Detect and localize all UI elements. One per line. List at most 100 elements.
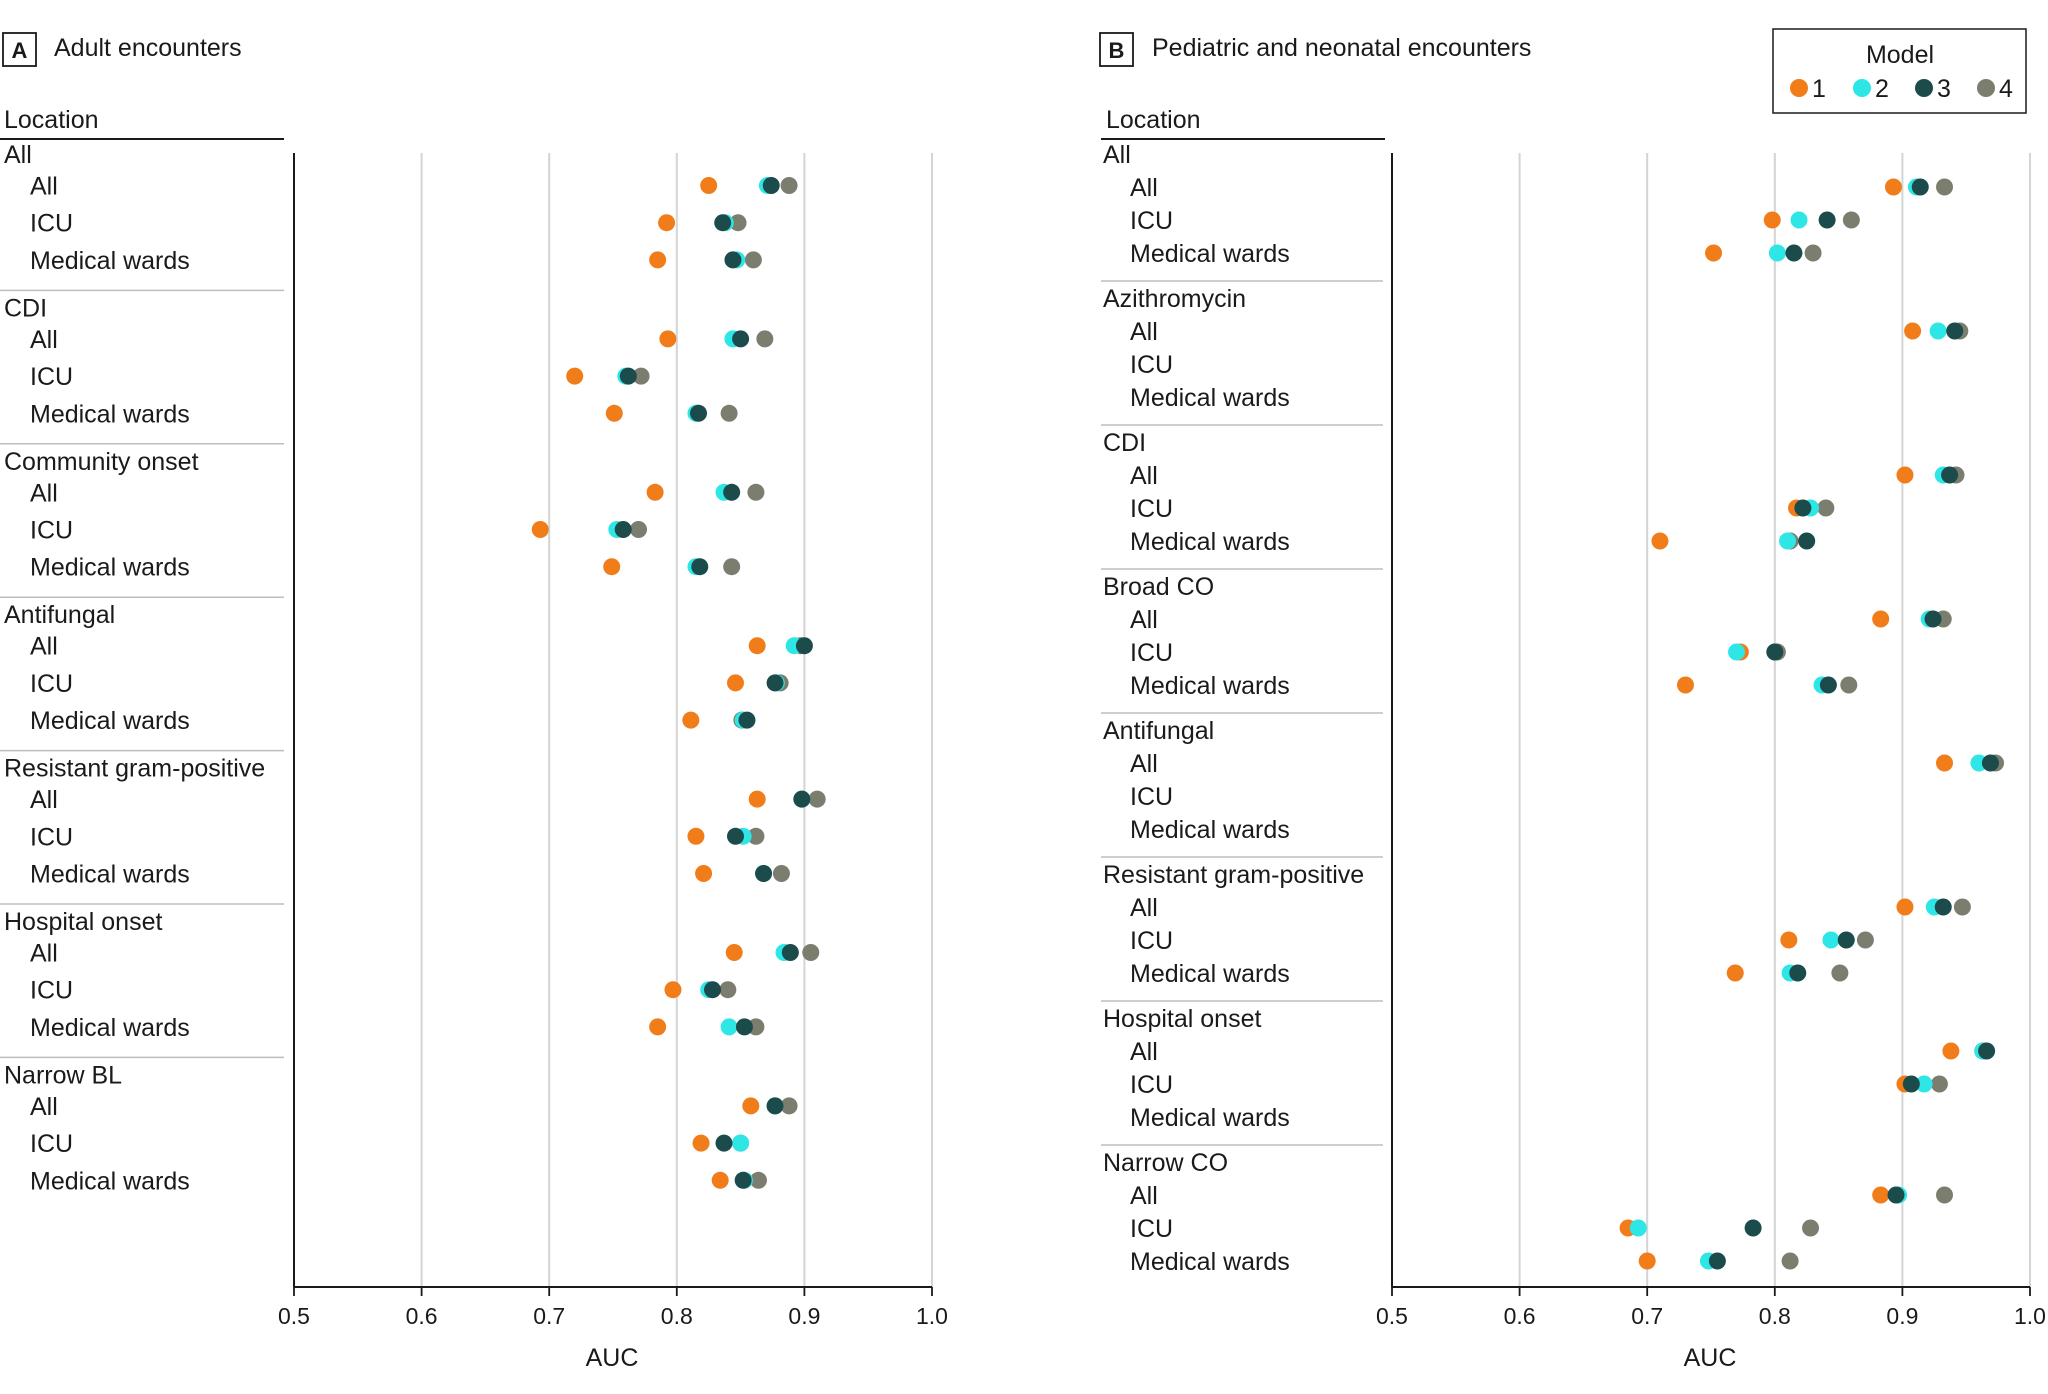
panel-a-row-label: Medical wards bbox=[30, 1167, 190, 1195]
panel-b-point-model-3 bbox=[1934, 898, 1952, 916]
panel-a-plot: 0.5 0.6 0.7 0.8 0.9 1.0 All All ICU Medical wards… bbox=[0, 141, 948, 1329]
panel-a-point-model-1 bbox=[603, 558, 621, 576]
panel-b-point-model-4 bbox=[1936, 178, 1954, 196]
panel-b-point-model-3 bbox=[1946, 322, 1964, 340]
panel-a-point-model-4 bbox=[747, 827, 765, 845]
panel-b-tick-label: 0.8 bbox=[1759, 1303, 1791, 1329]
panel-a-point-model-4 bbox=[632, 367, 650, 385]
panel-a-point-model-3 bbox=[766, 1097, 784, 1115]
panel-b-row-label: ICU bbox=[1130, 783, 1173, 811]
panel-b-point-model-1 bbox=[1942, 1042, 1960, 1060]
panel-b-row-label: ICU bbox=[1130, 927, 1173, 955]
panel-a-point-model-1 bbox=[687, 827, 705, 845]
panel-b-row-label: Medical wards bbox=[1130, 384, 1290, 412]
panel-b-point-model-3 bbox=[1819, 676, 1837, 694]
panel-a-row-label: ICU bbox=[30, 1130, 73, 1158]
panel-b-point-model-4 bbox=[1936, 1186, 1954, 1204]
panel-b-point-model-1 bbox=[1638, 1252, 1656, 1270]
panel-b-row-label: Medical wards bbox=[1130, 528, 1290, 556]
panel-a-location-header: Location bbox=[4, 106, 99, 134]
panel-b-point-model-3 bbox=[1785, 244, 1803, 262]
panel-a-group-label: Hospital onset bbox=[4, 908, 162, 936]
panel-a-point-model-1 bbox=[700, 177, 718, 194]
panel-b-point-model-4 bbox=[1817, 499, 1835, 517]
panel-b-point-model-1 bbox=[1896, 898, 1914, 916]
panel-b-row-label: Medical wards bbox=[1130, 816, 1290, 844]
legend-label-model-4: 4 bbox=[1999, 75, 2013, 103]
panel-b-row-label: ICU bbox=[1130, 639, 1173, 667]
legend-box bbox=[1772, 28, 2027, 114]
panel-a-point-model-3 bbox=[755, 865, 773, 882]
panel-a-point-model-4 bbox=[756, 330, 774, 348]
panel-a-point-model-4 bbox=[723, 558, 741, 576]
panel-b-xlabel: AUC bbox=[1684, 1344, 1737, 1372]
panel-b-group-label: Hospital onset bbox=[1103, 1005, 1261, 1033]
panel-a-point-model-1 bbox=[649, 251, 667, 269]
panel-a-group-label: Resistant gram-positive bbox=[4, 755, 265, 783]
panel-b-row-label: ICU bbox=[1130, 207, 1173, 235]
panel-a-point-model-1 bbox=[695, 865, 713, 882]
panel-a-row-label: ICU bbox=[30, 670, 73, 698]
panel-b-tick-label: 0.5 bbox=[1376, 1303, 1408, 1329]
panel-a-title: Adult encounters bbox=[54, 34, 242, 62]
panel-b-point-model-3 bbox=[1708, 1252, 1726, 1270]
panel-a-point-model-3 bbox=[734, 1171, 752, 1189]
legend-swatch-model-2 bbox=[1853, 79, 1871, 97]
panel-a-point-model-1 bbox=[725, 944, 743, 961]
panel-a-point-model-4 bbox=[780, 1097, 798, 1115]
panel-b-point-model-2 bbox=[1822, 931, 1840, 949]
panel-b-row-label: All bbox=[1130, 174, 1158, 202]
panel-b-row-label: ICU bbox=[1130, 351, 1173, 379]
panel-b-row-label: All bbox=[1130, 1182, 1158, 1210]
panel-a-point-model-3 bbox=[793, 790, 811, 808]
panel-a-tick-label: 0.8 bbox=[661, 1303, 693, 1329]
panel-a-point-model-4 bbox=[772, 865, 790, 882]
panel-a-group-label: Antifungal bbox=[4, 601, 115, 629]
legend-label-model-3: 3 bbox=[1937, 75, 1951, 103]
panel-b-group-label: Azithromycin bbox=[1103, 285, 1246, 313]
panel-a-point-model-3 bbox=[732, 330, 750, 348]
panel-b-point-model-1 bbox=[1763, 211, 1781, 229]
panel-b-point-model-3 bbox=[1818, 211, 1836, 229]
panel-a-point-model-4 bbox=[808, 790, 826, 808]
panel-b-group-label: CDI bbox=[1103, 429, 1146, 457]
panel-a-point-model-1 bbox=[742, 1097, 760, 1115]
panel-b-point-model-3 bbox=[1837, 931, 1855, 949]
panel-a-point-model-1 bbox=[711, 1171, 729, 1189]
panel-b-point-model-3 bbox=[1887, 1186, 1905, 1204]
panel-a-group-label: CDI bbox=[4, 294, 47, 322]
panel-a-xlabel: AUC bbox=[586, 1344, 639, 1372]
panel-b-row-label: Medical wards bbox=[1130, 672, 1290, 700]
legend-title: Model bbox=[1866, 41, 1934, 69]
panel-a-point-model-3 bbox=[795, 637, 813, 655]
panel-b-point-model-4 bbox=[1930, 1075, 1948, 1093]
panel-a-point-model-4 bbox=[729, 214, 747, 232]
panel-a-letter: A bbox=[12, 38, 28, 63]
panel-a-point-model-1 bbox=[682, 711, 700, 729]
legend-label-model-2: 2 bbox=[1875, 75, 1889, 103]
panel-a-point-model-3 bbox=[724, 251, 742, 269]
panel-a-point-model-3 bbox=[691, 558, 709, 576]
panel-a-tick-label: 0.7 bbox=[533, 1303, 565, 1329]
panel-b-row-label: All bbox=[1130, 894, 1158, 922]
panel-a-row-label: All bbox=[30, 173, 58, 201]
panel-b-plot: 0.5 0.6 0.7 0.8 0.9 1.0 All All ICU Medical wards… bbox=[1101, 141, 2046, 1329]
panel-b-point-model-3 bbox=[1902, 1075, 1920, 1093]
panel-a-group-label: Community onset bbox=[4, 448, 199, 476]
panel-b-point-model-3 bbox=[1941, 466, 1959, 484]
panel-a-point-model-3 bbox=[714, 214, 732, 232]
panel-b-point-model-3 bbox=[1766, 643, 1784, 661]
legend: Model 1 2 3 4 bbox=[1772, 28, 2027, 114]
panel-b-title: Pediatric and neonatal encounters bbox=[1152, 34, 1531, 62]
panel-a-point-model-4 bbox=[720, 404, 738, 422]
panel-b-point-model-2 bbox=[1790, 211, 1808, 229]
panel-a-row-label: All bbox=[30, 1093, 58, 1121]
panel-b-point-model-3 bbox=[1911, 178, 1929, 196]
panel-a-badge bbox=[2, 32, 37, 67]
panel-b-point-model-3 bbox=[1978, 1042, 1996, 1060]
panel-b-tick-label: 0.7 bbox=[1631, 1303, 1663, 1329]
panel-a-point-model-1 bbox=[531, 521, 549, 538]
panel-a-point-model-1 bbox=[566, 367, 584, 385]
panel-a-row-label: Medical wards bbox=[30, 554, 190, 582]
panel-a-row-label: All bbox=[30, 633, 58, 661]
